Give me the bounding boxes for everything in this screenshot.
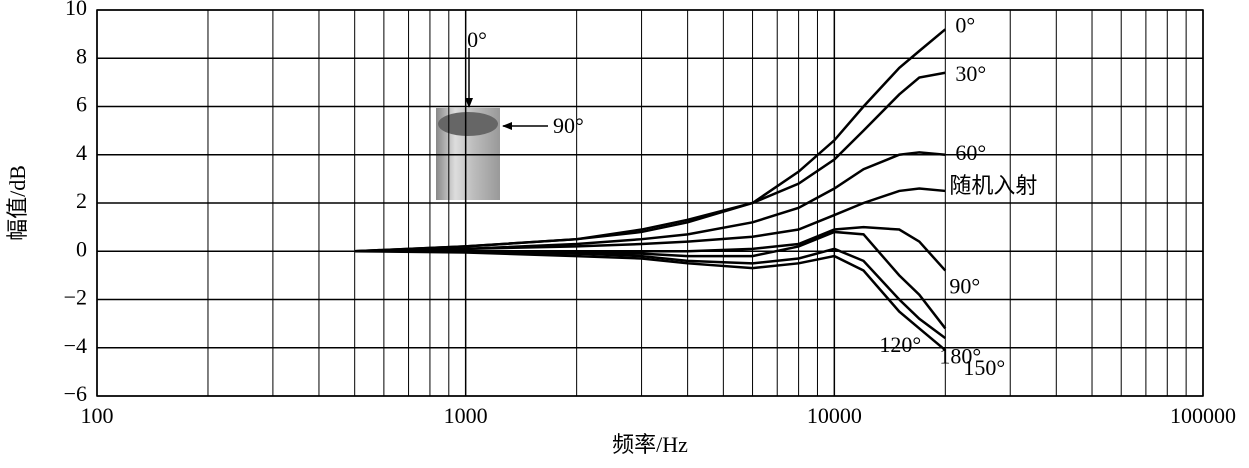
series-label: 90° [949, 274, 980, 299]
y-tick-label: 10 [65, 0, 87, 20]
series-label: 0° [955, 12, 975, 37]
line-series [354, 225, 947, 272]
y-tick-label: 4 [76, 140, 87, 165]
y-axis-label: 幅值/dB [5, 165, 30, 241]
x-axis-label: 频率/Hz [612, 432, 688, 457]
series-label: 120° [879, 332, 921, 357]
annotation: 0° [467, 27, 487, 52]
series-label: 随机入射 [949, 173, 1037, 198]
x-tick-label: 10000 [807, 403, 862, 428]
inset-image [436, 48, 548, 200]
y-tick-label: −4 [64, 333, 87, 358]
line-series [354, 71, 946, 253]
y-tick-label: −6 [64, 381, 87, 406]
x-tick-label: 100000 [1170, 403, 1236, 428]
line-series [354, 250, 947, 352]
series-label: 150° [963, 355, 1005, 380]
y-tick-label: 2 [76, 188, 87, 213]
series-label: 30° [955, 61, 986, 86]
line-series [354, 247, 947, 340]
line-series [354, 151, 946, 253]
x-tick-label: 100 [81, 403, 114, 428]
series-label: 180° [939, 343, 981, 368]
y-tick-label: 6 [76, 92, 87, 117]
line-series [354, 187, 946, 253]
x-tick-label: 1000 [444, 403, 488, 428]
plot-frame [96, 9, 1204, 397]
annotation: 90° [553, 113, 584, 138]
y-tick-label: −2 [64, 285, 87, 310]
y-tick-label: 0 [76, 236, 87, 261]
series-label: 60° [955, 140, 986, 165]
y-tick-label: 8 [76, 43, 87, 68]
